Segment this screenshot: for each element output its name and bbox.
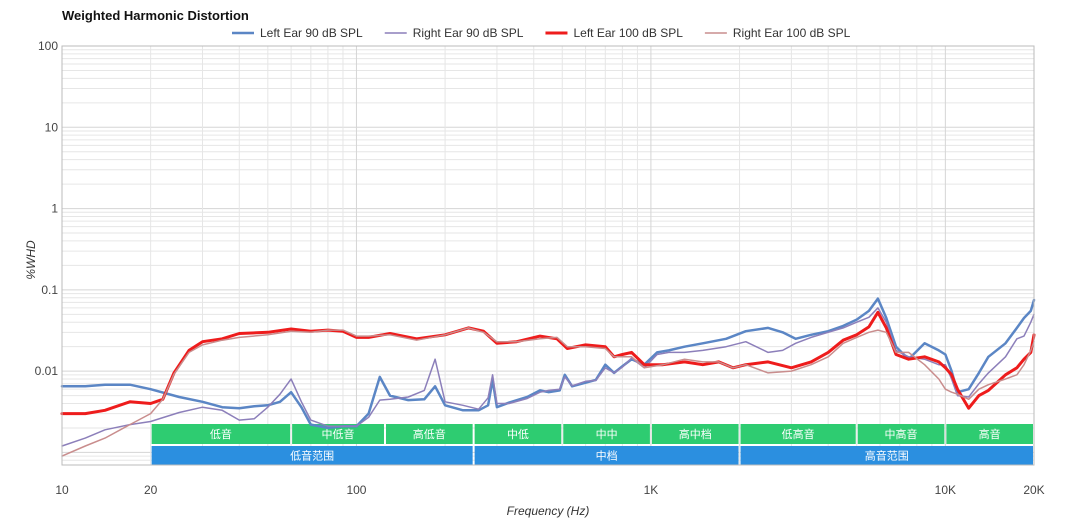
series-lines bbox=[60, 297, 1036, 457]
series-line-3 bbox=[60, 310, 1036, 416]
upper-band bbox=[857, 424, 945, 444]
x-tick-label: 20 bbox=[144, 483, 158, 497]
series-line-1 bbox=[60, 297, 1036, 430]
legend-label: Right Ear 100 dB SPL bbox=[733, 26, 851, 40]
legend: Left Ear 90 dB SPL Right Ear 90 dB SPL Lef… bbox=[232, 26, 851, 40]
upper-band-label: 中低音 bbox=[322, 427, 355, 441]
upper-band-label: 中中 bbox=[596, 428, 618, 441]
upper-band-label: 高低音 bbox=[413, 427, 446, 441]
y-tick-label: 10 bbox=[45, 120, 59, 134]
x-tick-label: 100 bbox=[346, 483, 366, 497]
lower-band bbox=[740, 446, 1033, 465]
y-tick-label: 0.01 bbox=[35, 364, 59, 378]
x-axis-ticks: 10 20 100 1K 10K 20K bbox=[55, 483, 1044, 497]
x-axis-title: Frequency (Hz) bbox=[507, 504, 590, 518]
upper-band-label: 中高音 bbox=[885, 427, 918, 441]
lower-band-label: 中档 bbox=[596, 449, 618, 463]
lower-band-label: 高音范围 bbox=[865, 449, 909, 463]
upper-band bbox=[151, 424, 291, 444]
y-tick-label: 1 bbox=[51, 202, 58, 216]
legend-label: Right Ear 90 dB SPL bbox=[413, 26, 524, 40]
upper-band bbox=[474, 424, 562, 444]
y-tick-label: 100 bbox=[38, 39, 58, 53]
chart-title: Weighted Harmonic Distortion bbox=[62, 8, 249, 23]
legend-label: Left Ear 100 dB SPL bbox=[573, 26, 683, 40]
upper-band-label: 高音 bbox=[979, 427, 1001, 441]
y-axis-ticks: 100 10 1 0.1 0.01 bbox=[35, 39, 59, 378]
series-line-4 bbox=[61, 327, 1035, 457]
upper-band-label: 低高音 bbox=[782, 427, 815, 441]
x-tick-label: 20K bbox=[1023, 483, 1044, 497]
y-tick-label: 0.1 bbox=[41, 283, 58, 297]
x-tick-label: 10K bbox=[935, 483, 956, 497]
upper-band-label: 高中档 bbox=[679, 427, 712, 441]
y-axis-title: %WHD bbox=[24, 240, 38, 280]
upper-band bbox=[563, 424, 650, 444]
plot-border bbox=[61, 45, 1035, 466]
legend-label: Left Ear 90 dB SPL bbox=[260, 26, 363, 40]
upper-band bbox=[740, 424, 856, 444]
upper-band bbox=[385, 424, 473, 444]
upper-band-label: 中低 bbox=[507, 428, 529, 441]
x-tick-label: 10 bbox=[55, 483, 69, 497]
upper-band bbox=[651, 424, 739, 444]
lower-band bbox=[151, 446, 473, 465]
lower-band-label: 低音范围 bbox=[290, 449, 334, 463]
upper-band bbox=[292, 424, 384, 444]
x-tick-label: 1K bbox=[644, 483, 659, 497]
lower-band bbox=[474, 446, 739, 465]
upper-band bbox=[946, 424, 1033, 444]
upper-band-label: 低音 bbox=[210, 427, 232, 441]
